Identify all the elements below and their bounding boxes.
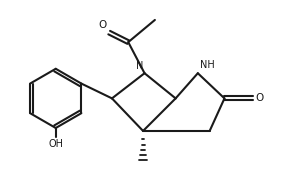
Text: NH: NH	[200, 60, 215, 70]
Text: OH: OH	[48, 139, 63, 149]
Text: O: O	[99, 20, 107, 30]
Text: O: O	[255, 93, 263, 103]
Text: N: N	[136, 61, 143, 71]
